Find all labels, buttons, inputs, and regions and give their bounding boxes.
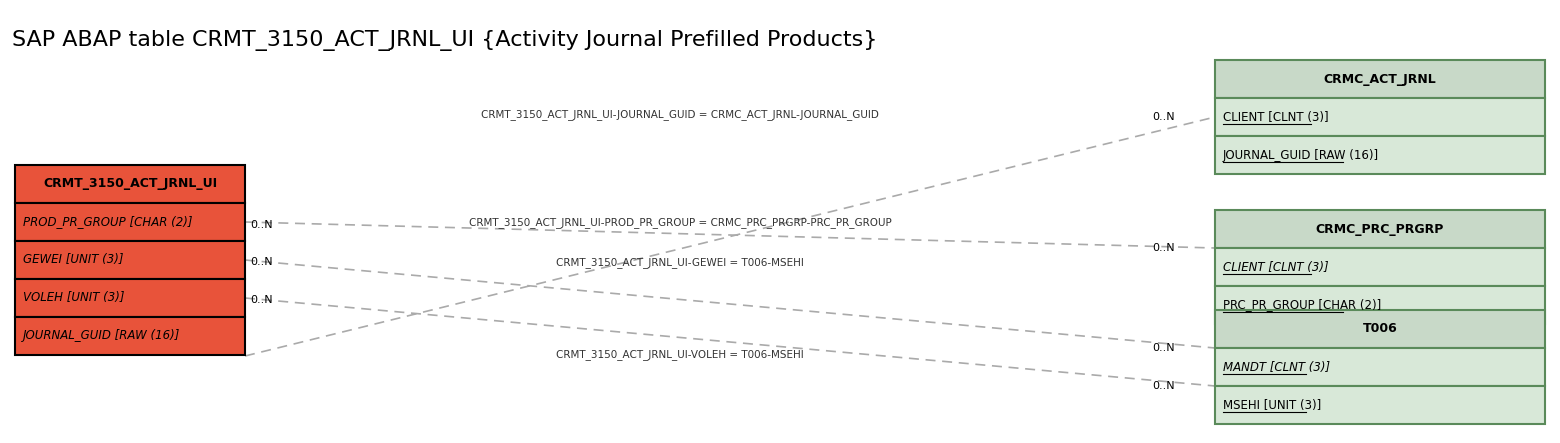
- Text: CRMC_PRC_PRGRP: CRMC_PRC_PRGRP: [1315, 222, 1445, 236]
- Bar: [1215, 286, 1544, 324]
- Bar: [1215, 386, 1544, 424]
- Bar: [16, 279, 245, 317]
- Text: 0..N: 0..N: [1153, 243, 1175, 253]
- Text: 0..N: 0..N: [1153, 381, 1175, 391]
- Text: CRMT_3150_ACT_JRNL_UI-PROD_PR_GROUP = CRMC_PRC_PRGRP-PRC_PR_GROUP: CRMT_3150_ACT_JRNL_UI-PROD_PR_GROUP = CR…: [468, 218, 891, 229]
- Bar: [16, 165, 245, 203]
- Text: 0..N: 0..N: [1153, 112, 1175, 122]
- Text: MSEHI [UNIT (3)]: MSEHI [UNIT (3)]: [1223, 399, 1321, 412]
- Text: CLIENT [CLNT (3)]: CLIENT [CLNT (3)]: [1223, 260, 1329, 273]
- Bar: [1215, 60, 1544, 98]
- Text: CLIENT [CLNT (3)]: CLIENT [CLNT (3)]: [1223, 110, 1329, 124]
- Text: JOURNAL_GUID [RAW (16)]: JOURNAL_GUID [RAW (16)]: [1223, 148, 1379, 162]
- Bar: [16, 241, 245, 279]
- Text: 0..N: 0..N: [250, 257, 273, 267]
- Bar: [1215, 348, 1544, 386]
- Text: 0..N: 0..N: [1153, 343, 1175, 353]
- Text: JOURNAL_GUID [RAW (16)]: JOURNAL_GUID [RAW (16)]: [23, 330, 181, 342]
- Bar: [16, 317, 245, 355]
- Bar: [1215, 248, 1544, 286]
- Bar: [1215, 210, 1544, 248]
- Text: CRMT_3150_ACT_JRNL_UI: CRMT_3150_ACT_JRNL_UI: [44, 178, 217, 190]
- Text: CRMC_ACT_JRNL: CRMC_ACT_JRNL: [1323, 73, 1437, 85]
- Bar: [1215, 136, 1544, 174]
- Text: CRMT_3150_ACT_JRNL_UI-GEWEI = T006-MSEHI: CRMT_3150_ACT_JRNL_UI-GEWEI = T006-MSEHI: [555, 257, 803, 268]
- Text: 0..N: 0..N: [250, 295, 273, 305]
- Text: VOLEH [UNIT (3)]: VOLEH [UNIT (3)]: [23, 291, 125, 304]
- Text: CRMT_3150_ACT_JRNL_UI-VOLEH = T006-MSEHI: CRMT_3150_ACT_JRNL_UI-VOLEH = T006-MSEHI: [555, 350, 803, 361]
- Text: GEWEI [UNIT (3)]: GEWEI [UNIT (3)]: [23, 253, 123, 267]
- Text: SAP ABAP table CRMT_3150_ACT_JRNL_UI {Activity Journal Prefilled Products}: SAP ABAP table CRMT_3150_ACT_JRNL_UI {Ac…: [12, 30, 877, 51]
- Text: CRMT_3150_ACT_JRNL_UI-JOURNAL_GUID = CRMC_ACT_JRNL-JOURNAL_GUID: CRMT_3150_ACT_JRNL_UI-JOURNAL_GUID = CRM…: [480, 109, 878, 120]
- Text: 0..N: 0..N: [250, 220, 273, 230]
- Text: PROD_PR_GROUP [CHAR (2)]: PROD_PR_GROUP [CHAR (2)]: [23, 215, 192, 229]
- Bar: [1215, 310, 1544, 348]
- Text: T006: T006: [1362, 323, 1398, 335]
- Text: PRC_PR_GROUP [CHAR (2)]: PRC_PR_GROUP [CHAR (2)]: [1223, 299, 1381, 311]
- Text: MANDT [CLNT (3)]: MANDT [CLNT (3)]: [1223, 361, 1331, 373]
- Bar: [1215, 98, 1544, 136]
- Bar: [16, 203, 245, 241]
